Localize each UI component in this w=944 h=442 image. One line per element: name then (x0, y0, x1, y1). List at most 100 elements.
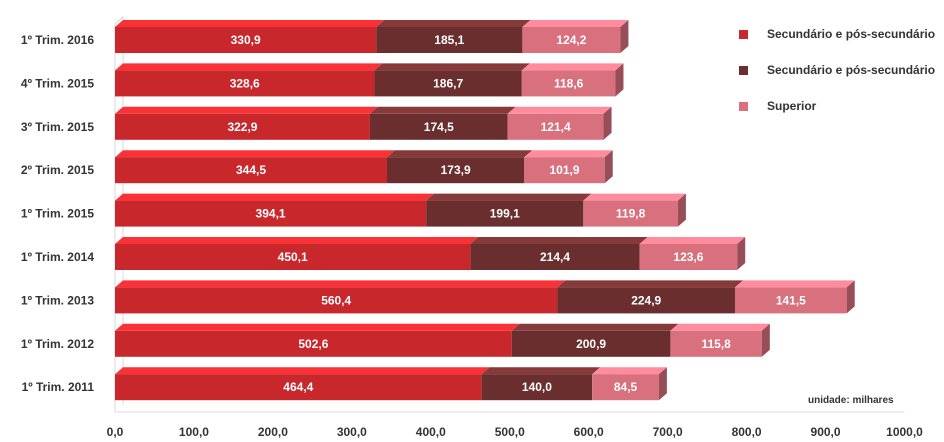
bar-top-face (507, 106, 612, 114)
bar-side-face (620, 20, 629, 53)
bar-segment (115, 200, 427, 227)
data-label: 124,2 (556, 33, 586, 47)
data-label: 224,9 (631, 293, 661, 307)
data-label: 560,4 (321, 293, 351, 307)
x-tick-label: 800,0 (732, 425, 762, 439)
bar-top-face (115, 63, 383, 71)
data-label: 121,4 (541, 120, 571, 134)
bar-top-face (376, 20, 531, 27)
bar-row: 330,9 185,1 124,2 (115, 20, 629, 53)
category-label: 1º Trim. 2013 (21, 293, 94, 307)
bar-top-face (670, 323, 770, 331)
bar-row: 450,1 214,4 123,6 (115, 237, 746, 270)
data-label: 174,5 (424, 120, 454, 134)
data-label: 344,5 (236, 163, 266, 177)
data-label: 123,6 (673, 250, 703, 264)
data-label: 328,6 (230, 76, 260, 90)
data-label: 322,9 (227, 120, 257, 134)
x-tick-label: 700,0 (653, 425, 683, 439)
data-label: 502,6 (298, 337, 328, 351)
legend-item: Secundário e pós-secundário (739, 27, 935, 41)
bar-segment (734, 287, 847, 314)
bar-side-face (603, 106, 612, 140)
x-tick-label: 500,0 (495, 425, 525, 439)
bar-row: 394,1 199,1 119,8 (115, 193, 686, 227)
data-label: 141,5 (776, 293, 806, 307)
legend-swatch (739, 30, 748, 39)
data-label: 330,9 (231, 33, 261, 47)
bar-row: 560,4 224,9 141,5 (115, 280, 855, 314)
bar-segment (470, 244, 640, 270)
x-tick-label: 300,0 (337, 425, 367, 439)
category-label: 1º Trim. 2012 (21, 337, 94, 351)
bar-segment (524, 157, 605, 184)
bar-top-face (524, 150, 613, 158)
legend-swatch (739, 102, 748, 111)
category-label: 3º Trim. 2015 (21, 120, 94, 134)
bar-side-face (604, 150, 613, 184)
bar-segment (115, 374, 482, 401)
bar-segment (557, 287, 735, 314)
bar-top-face (115, 106, 378, 114)
bar-side-face (761, 323, 770, 357)
category-label: 2º Trim. 2015 (21, 163, 94, 177)
bar-top-face (521, 63, 624, 71)
bar-segment (522, 27, 621, 53)
bar-top-face (470, 237, 648, 244)
bar-top-face (639, 237, 746, 244)
bar-segment (639, 244, 738, 270)
bar-row: 328,6 186,7 118,6 (115, 63, 624, 97)
legend-swatch (739, 66, 748, 75)
bar-segment (115, 287, 558, 314)
category-label: 4º Trim. 2015 (21, 76, 94, 90)
data-label: 185,1 (434, 33, 464, 47)
bar-segment (511, 330, 671, 357)
data-label: 186,7 (433, 76, 463, 90)
bar-row: 322,9 174,5 121,4 (115, 106, 612, 140)
bar-segment (670, 330, 762, 357)
bar-segment (115, 70, 375, 97)
bar-top-face (386, 150, 533, 158)
bar-side-face (846, 280, 855, 314)
bar-top-face (115, 20, 385, 27)
legend-item: Secundário e pós-secundário (739, 63, 935, 77)
legend-label: Secundário e pós-secundário (767, 63, 935, 77)
bar-top-face (583, 193, 686, 201)
bar-side-face (658, 367, 667, 401)
category-label: 1º Trim. 2016 (21, 33, 94, 47)
category-label: 1º Trim. 2014 (21, 250, 94, 264)
legend: Secundário e pós-secundário Secundário e … (739, 27, 935, 113)
bar-segment (115, 330, 512, 357)
data-label: 84,5 (614, 380, 638, 394)
data-label: 199,1 (490, 207, 520, 221)
data-label: 464,4 (283, 380, 313, 394)
data-label: 101,9 (549, 163, 579, 177)
bar-top-face (374, 63, 530, 71)
x-axis-ticks: 0,0 100,0 200,0 300,0 400,0 500,0 600,0 700,0 80… (107, 425, 924, 439)
bar-side-face (615, 63, 624, 97)
data-label: 140,0 (522, 380, 552, 394)
x-tick-label: 100,0 (179, 425, 209, 439)
data-label: 450,1 (278, 250, 308, 264)
x-tick-label: 0,0 (107, 425, 124, 439)
bar-top-face (592, 367, 667, 375)
data-label: 118,6 (554, 76, 584, 90)
x-tick-label: 1000,0 (886, 425, 923, 439)
bar-segment (583, 200, 678, 227)
bar-segment (115, 244, 471, 270)
bar-side-face (737, 237, 746, 270)
data-label: 119,8 (616, 207, 646, 221)
bar-top-face (426, 193, 592, 201)
legend-label: Secundário e pós-secundário (767, 27, 935, 41)
bars: 330,9 185,1 124,2 328,6 186,7 118,6 322,9 174,5… (115, 20, 855, 401)
bar-row: 502,6 200,9 115,8 (115, 323, 770, 357)
bar-segment (386, 157, 525, 184)
x-tick-label: 600,0 (574, 425, 604, 439)
bar-segment (507, 113, 604, 140)
x-tick-label: 900,0 (811, 425, 841, 439)
data-label: 214,4 (540, 250, 570, 264)
bar-top-face (115, 150, 395, 158)
bar-top-face (115, 280, 566, 288)
bar-top-face (115, 367, 490, 375)
